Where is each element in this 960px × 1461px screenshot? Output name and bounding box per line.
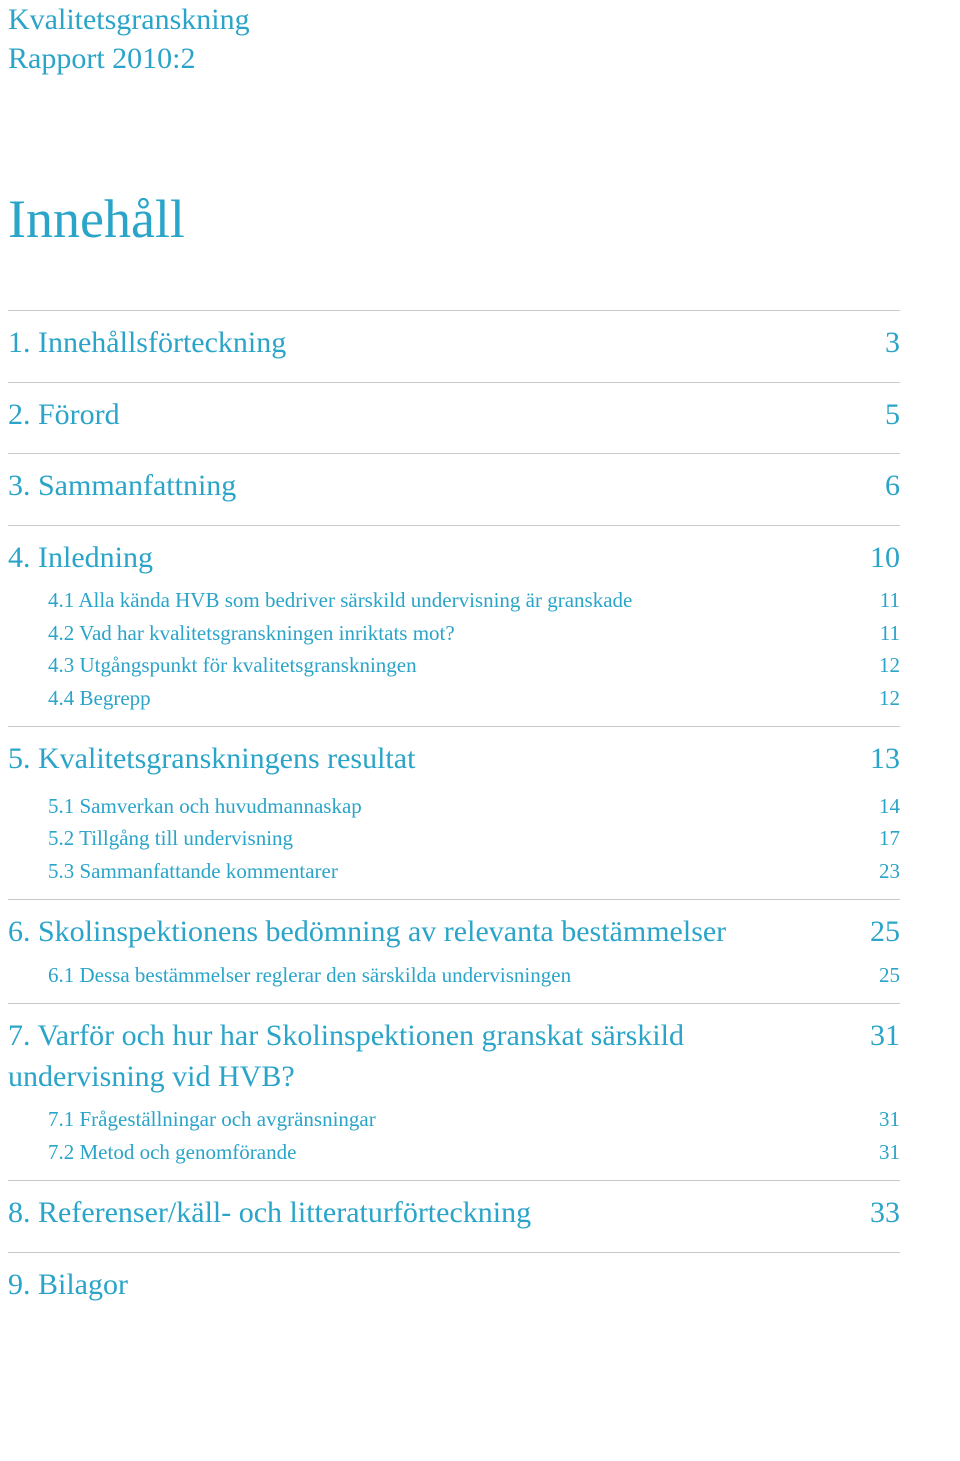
toc-entry[interactable]: 6. Skolinspektionens bedömning av releva… [8, 912, 900, 953]
toc-sub-page: 31 [879, 1136, 900, 1169]
toc-sub-label: 7.1 Frågeställningar och avgränsningar [48, 1103, 855, 1136]
toc-sub-label: 7.2 Metod och genomförande [48, 1136, 855, 1169]
report-header-line1: Kvalitetsgranskning [8, 0, 900, 39]
toc-section: 8. Referenser/käll- och litteraturförtec… [8, 1180, 900, 1252]
toc-sub-page: 23 [879, 855, 900, 888]
toc-entry[interactable]: 2. Förord 5 [8, 395, 900, 436]
toc-entry[interactable]: 7. Varför och hur har Skolinspektionen g… [8, 1016, 900, 1097]
toc-page: 3 [885, 323, 900, 364]
toc-label: 2. Förord [8, 395, 861, 436]
toc-entry[interactable]: 5. Kvalitetsgranskningens resultat 13 [8, 739, 900, 780]
toc-entry[interactable]: 3. Sammanfattning 6 [8, 466, 900, 507]
toc-sub-entry[interactable]: 5.1 Samverkan och huvudmannaskap 14 [8, 790, 900, 823]
toc-sub-page: 25 [879, 959, 900, 992]
toc-entry[interactable]: 1. Innehållsförteckning 3 [8, 323, 900, 364]
toc-sub-entry[interactable]: 5.3 Sammanfattande kommentarer 23 [8, 855, 900, 888]
toc-label: 1. Innehållsförteckning [8, 323, 861, 364]
toc-section: 6. Skolinspektionens bedömning av releva… [8, 899, 900, 1003]
toc-sub-entry[interactable]: 4.2 Vad har kvalitetsgranskningen inrikt… [8, 617, 900, 650]
toc-sub-entry[interactable]: 4.3 Utgångspunkt för kvalitetsgranskning… [8, 649, 900, 682]
toc-sub-entry[interactable]: 4.4 Begrepp 12 [8, 682, 900, 715]
toc-entry[interactable]: 9. Bilagor [8, 1265, 900, 1306]
toc-label: 4. Inledning [8, 538, 846, 579]
toc-sub-page: 17 [879, 822, 900, 855]
report-header: Kvalitetsgranskning Rapport 2010:2 [8, 0, 900, 78]
toc-page: 10 [870, 538, 900, 579]
toc-sub-label: 5.3 Sammanfattande kommentarer [48, 855, 855, 888]
toc-sub-label: 4.4 Begrepp [48, 682, 855, 715]
toc-sub-page: 31 [879, 1103, 900, 1136]
toc-entry[interactable]: 4. Inledning 10 [8, 538, 900, 579]
toc-page: 5 [885, 395, 900, 436]
toc-page: 31 [870, 1016, 900, 1057]
toc-page: 6 [885, 466, 900, 507]
report-header-line2: Rapport 2010:2 [8, 39, 900, 78]
toc-label: 3. Sammanfattning [8, 466, 861, 507]
toc-label: 5. Kvalitetsgranskningens resultat [8, 739, 846, 780]
toc-sub-page: 14 [879, 790, 900, 823]
toc-section: 4. Inledning 10 4.1 Alla kända HVB som b… [8, 525, 900, 727]
toc-section: 9. Bilagor [8, 1252, 900, 1324]
toc-label: 6. Skolinspektionens bedömning av releva… [8, 912, 846, 953]
toc-sub-label: 5.2 Tillgång till undervisning [48, 822, 855, 855]
toc-label: 8. Referenser/käll- och litteraturförtec… [8, 1193, 846, 1234]
toc-sub-entry[interactable]: 4.1 Alla kända HVB som bedriver särskild… [8, 584, 900, 617]
toc-page: 25 [870, 912, 900, 953]
page-title: Innehåll [8, 188, 900, 250]
toc-sub-label: 4.1 Alla kända HVB som bedriver särskild… [48, 584, 856, 617]
toc-entry[interactable]: 8. Referenser/käll- och litteraturförtec… [8, 1193, 900, 1234]
toc-sub-entry[interactable]: 7.1 Frågeställningar och avgränsningar 3… [8, 1103, 900, 1136]
toc-section: 3. Sammanfattning 6 [8, 453, 900, 525]
toc-section: 5. Kvalitetsgranskningens resultat 13 5.… [8, 726, 900, 899]
toc-sub-entry[interactable]: 5.2 Tillgång till undervisning 17 [8, 822, 900, 855]
toc-sub-page: 12 [879, 682, 900, 715]
toc-sub-page: 11 [880, 617, 900, 650]
toc-section: 1. Innehållsförteckning 3 [8, 310, 900, 382]
toc-page: 13 [870, 739, 900, 780]
toc-sub-label: 4.2 Vad har kvalitetsgranskningen inrikt… [48, 617, 856, 650]
toc-sub-page: 11 [880, 584, 900, 617]
toc-sub-label: 6.1 Dessa bestämmelser reglerar den särs… [48, 959, 855, 992]
toc-sub-page: 12 [879, 649, 900, 682]
toc-label: 9. Bilagor [8, 1265, 876, 1306]
page-container: Kvalitetsgranskning Rapport 2010:2 Inneh… [0, 0, 960, 1363]
toc-label: 7. Varför och hur har Skolinspektionen g… [8, 1016, 846, 1097]
toc-sub-label: 5.1 Samverkan och huvudmannaskap [48, 790, 855, 823]
toc-sub-label: 4.3 Utgångspunkt för kvalitetsgranskning… [48, 649, 855, 682]
toc-section: 7. Varför och hur har Skolinspektionen g… [8, 1003, 900, 1180]
toc-sub-entry[interactable]: 6.1 Dessa bestämmelser reglerar den särs… [8, 959, 900, 992]
toc-sub-entry[interactable]: 7.2 Metod och genomförande 31 [8, 1136, 900, 1169]
toc-section: 2. Förord 5 [8, 382, 900, 454]
toc-page: 33 [870, 1193, 900, 1234]
